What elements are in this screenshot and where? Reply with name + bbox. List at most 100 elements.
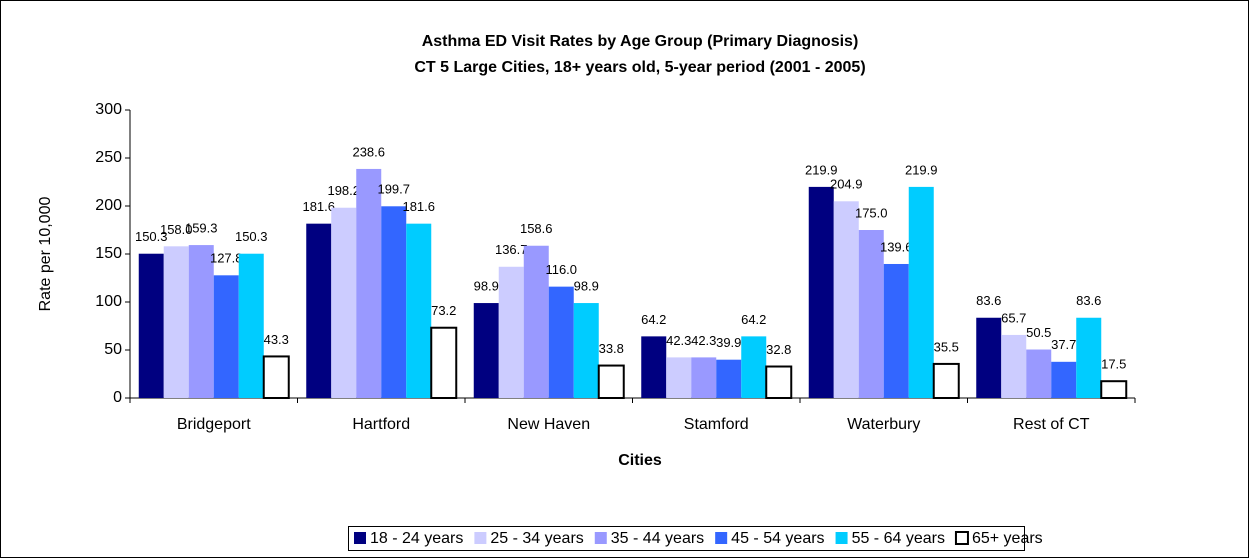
bar [306,223,332,398]
data-label: 204.9 [830,177,863,192]
data-label: 219.9 [905,162,938,177]
data-label: 181.6 [302,199,335,214]
data-label: 127.8 [210,251,243,266]
x-tick-label: Waterbury [847,416,920,433]
data-label: 64.2 [741,312,766,327]
bar [765,365,793,399]
bar [666,357,692,398]
bar [1051,361,1077,398]
data-label: 73.2 [431,303,456,318]
bar [406,223,432,398]
bar [138,253,164,398]
legend-label: 18 - 24 years [370,530,463,547]
data-label: 181.6 [402,199,435,214]
legend-label: 55 - 64 years [852,530,945,547]
data-label: 219.9 [805,162,838,177]
data-label: 175.0 [855,205,888,220]
bar [498,266,524,398]
y-tick-label: 300 [95,101,122,118]
legend-label: 25 - 34 years [490,530,583,547]
bar [716,359,742,398]
bar [331,207,357,398]
y-tick-label: 250 [95,149,122,166]
legend-swatch [474,532,487,544]
data-label: 33.8 [599,341,624,356]
data-label: 116.0 [545,262,577,277]
bar [262,355,290,400]
bar [573,303,599,398]
y-tick-label: 0 [113,389,122,406]
data-label: 238.6 [352,144,385,159]
legend-swatch [354,532,366,544]
legend-swatch [954,531,969,545]
legend-label: 45 - 54 years [731,530,824,547]
y-tick-label: 150 [95,245,122,262]
chart-title: Asthma ED Visit Rates by Age Group (Prim… [422,33,859,50]
bar [883,263,909,398]
data-label: 98.9 [474,278,499,293]
data-label: 98.9 [574,278,599,293]
chart-subtitle: CT 5 Large Cities, 18+ years old, 5-year… [414,59,865,76]
data-label: 39.9 [716,335,741,350]
data-label: 83.6 [976,293,1001,308]
bar [1001,334,1027,398]
bar [1076,317,1102,398]
bar [381,206,407,398]
data-label: 37.7 [1051,337,1076,352]
data-label: 136.7 [495,242,528,257]
x-tick-label: Hartford [352,416,410,433]
bar [597,364,625,399]
data-label: 43.3 [264,332,289,347]
bar [430,326,458,399]
data-label: 64.2 [641,312,666,327]
bar [1100,380,1128,400]
data-label: 158.6 [520,221,553,236]
data-label: 150.3 [135,229,168,244]
data-label: 65.7 [1001,310,1026,325]
y-tick-label: 100 [95,293,122,310]
bar [188,245,214,398]
bar [163,246,189,398]
bar [858,230,884,398]
data-label: 42.3 [666,333,691,348]
y-tick-label: 200 [95,197,122,214]
bar [641,336,667,398]
legend-swatch [594,532,607,544]
data-label: 83.6 [1076,293,1101,308]
bar [1026,349,1052,398]
legend-box [348,526,1025,551]
x-axis-label: Cities [618,452,662,469]
data-label: 32.8 [766,342,791,357]
bar [356,168,382,398]
data-label: 159.3 [185,221,218,236]
bar [833,201,859,398]
bar [548,286,574,398]
legend-label: 65+ years [972,530,1043,547]
legend-swatch [835,532,848,544]
x-tick-label: Rest of CT [1013,416,1090,433]
bar [976,317,1002,398]
x-tick-label: New Haven [507,416,590,433]
y-tick-label: 50 [104,341,122,358]
data-label: 42.3 [691,333,716,348]
legend-label: 35 - 44 years [611,530,704,547]
data-label: 17.5 [1101,357,1126,372]
bar [213,275,239,398]
bar [691,357,717,398]
data-label: 198.2 [327,183,360,198]
data-label: 158.0 [160,222,193,237]
bar [238,253,264,398]
x-tick-label: Stamford [684,416,749,433]
data-label: 35.5 [934,339,959,354]
data-label: 199.7 [377,182,410,197]
y-axis-label: Rate per 10,000 [37,197,54,312]
bar [908,186,934,398]
bar [932,362,960,400]
bar [523,245,549,398]
data-label: 139.6 [880,239,913,254]
data-label: 50.5 [1026,325,1051,340]
x-tick-label: Bridgeport [177,416,251,433]
data-label: 150.3 [235,229,268,244]
legend-swatch [715,532,728,544]
